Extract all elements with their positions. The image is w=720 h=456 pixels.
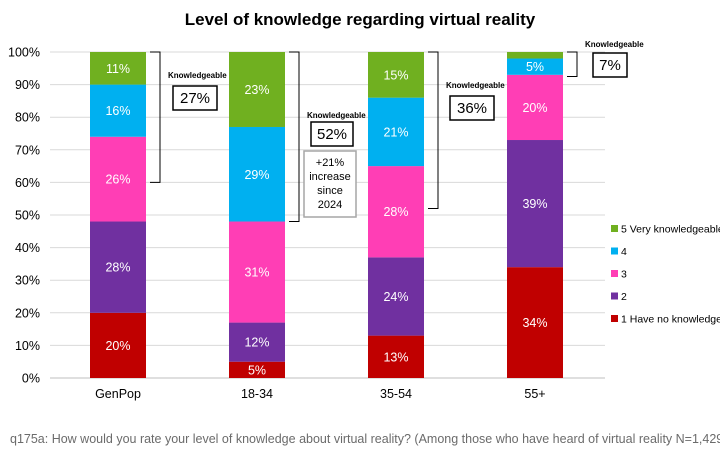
data-label: 12% bbox=[244, 336, 269, 350]
bar-segment bbox=[368, 166, 424, 258]
bar-segment bbox=[368, 257, 424, 336]
data-label: 5% bbox=[248, 363, 266, 377]
legend-swatch bbox=[611, 315, 618, 322]
legend-label: 2 bbox=[621, 291, 627, 303]
knowledgeable-bracket bbox=[567, 51, 578, 77]
knowledgeable-value: 52% bbox=[317, 126, 347, 143]
bar-segment bbox=[507, 58, 563, 75]
increase-note-line: since bbox=[317, 185, 343, 197]
chart-title: Level of knowledge regarding virtual rea… bbox=[185, 10, 536, 29]
knowledgeable-box bbox=[449, 95, 495, 121]
footnote: q175a: How would you rate your level of … bbox=[10, 432, 720, 446]
data-label: 34% bbox=[522, 316, 547, 330]
data-label: 16% bbox=[105, 104, 130, 118]
bar-segment bbox=[507, 52, 563, 59]
increase-note-line: 2024 bbox=[318, 199, 342, 211]
bar-segment bbox=[229, 52, 285, 127]
knowledgeable-caption: Knowledgeable bbox=[307, 111, 366, 120]
bar-segment bbox=[229, 322, 285, 362]
data-label: 11% bbox=[106, 62, 130, 76]
bar-segment bbox=[507, 267, 563, 378]
bar-segment bbox=[90, 84, 146, 137]
legend-label: 1 Have no knowledge bbox=[621, 314, 720, 326]
data-label: 13% bbox=[383, 350, 408, 364]
y-tick-label: 80% bbox=[15, 111, 40, 125]
x-tick-label: 55+ bbox=[524, 387, 545, 401]
knowledgeable-caption: Knowledgeable bbox=[585, 40, 644, 49]
y-tick-label: 100% bbox=[8, 46, 40, 60]
data-label: 31% bbox=[244, 266, 269, 280]
knowledgeable-box bbox=[592, 52, 628, 78]
bar-segment bbox=[229, 126, 285, 222]
legend-swatch bbox=[611, 270, 618, 277]
data-label: 20% bbox=[522, 101, 547, 115]
bar-segment bbox=[368, 97, 424, 167]
increase-note-line: +21% bbox=[316, 157, 345, 169]
data-label: 28% bbox=[383, 205, 408, 219]
bar-segment bbox=[229, 361, 285, 378]
legend-swatch bbox=[611, 247, 618, 255]
legend-label: 5 Very knowledgeable bbox=[621, 224, 720, 236]
data-label: 29% bbox=[244, 168, 269, 182]
data-label: 24% bbox=[383, 290, 408, 304]
bar-segment bbox=[90, 136, 146, 222]
y-tick-label: 50% bbox=[15, 209, 40, 223]
x-tick-label: 35-54 bbox=[380, 387, 412, 401]
data-label: 5% bbox=[526, 60, 544, 74]
legend-label: 4 bbox=[621, 246, 627, 258]
bar-segment bbox=[90, 221, 146, 313]
y-tick-label: 20% bbox=[15, 306, 40, 320]
data-label: 20% bbox=[105, 339, 130, 353]
bar-segment bbox=[368, 52, 424, 98]
bar-segment bbox=[507, 140, 563, 268]
knowledgeable-box bbox=[172, 85, 218, 111]
data-label: 28% bbox=[105, 261, 130, 275]
x-tick-label: GenPop bbox=[95, 387, 141, 401]
bar-segment bbox=[229, 221, 285, 323]
data-label: 15% bbox=[383, 68, 408, 82]
data-label: 21% bbox=[383, 125, 408, 139]
knowledgeable-box bbox=[310, 121, 354, 147]
y-tick-label: 30% bbox=[15, 274, 40, 288]
y-tick-label: 0% bbox=[22, 372, 40, 386]
increase-note-line: increase bbox=[309, 171, 351, 183]
knowledgeable-bracket bbox=[428, 51, 439, 209]
y-tick-label: 70% bbox=[15, 143, 40, 157]
knowledgeable-value: 36% bbox=[457, 100, 487, 117]
knowledgeable-caption: Knowledgeable bbox=[446, 81, 505, 90]
knowledgeable-value: 27% bbox=[180, 90, 210, 107]
data-label: 26% bbox=[105, 173, 130, 187]
legend-swatch bbox=[611, 225, 618, 232]
knowledgeable-value: 7% bbox=[599, 57, 621, 74]
data-label: 39% bbox=[522, 197, 547, 211]
knowledgeable-bracket bbox=[289, 51, 300, 223]
y-tick-label: 60% bbox=[15, 176, 40, 190]
y-tick-label: 10% bbox=[15, 339, 40, 353]
bar-segment bbox=[368, 335, 424, 378]
increase-note-box bbox=[303, 150, 357, 218]
knowledgeable-bracket bbox=[150, 51, 161, 183]
legend-label: 3 bbox=[621, 269, 627, 281]
bar-segment bbox=[90, 52, 146, 85]
y-tick-label: 40% bbox=[15, 241, 40, 255]
data-label: 23% bbox=[244, 83, 269, 97]
bar-segment bbox=[90, 312, 146, 378]
y-tick-label: 90% bbox=[15, 78, 40, 92]
legend-swatch bbox=[611, 292, 618, 300]
x-tick-label: 18-34 bbox=[241, 387, 273, 401]
stacked-bar-chart: Level of knowledge regarding virtual rea… bbox=[8, 10, 720, 401]
bar-segment bbox=[507, 74, 563, 141]
knowledgeable-caption: Knowledgeable bbox=[168, 71, 227, 80]
